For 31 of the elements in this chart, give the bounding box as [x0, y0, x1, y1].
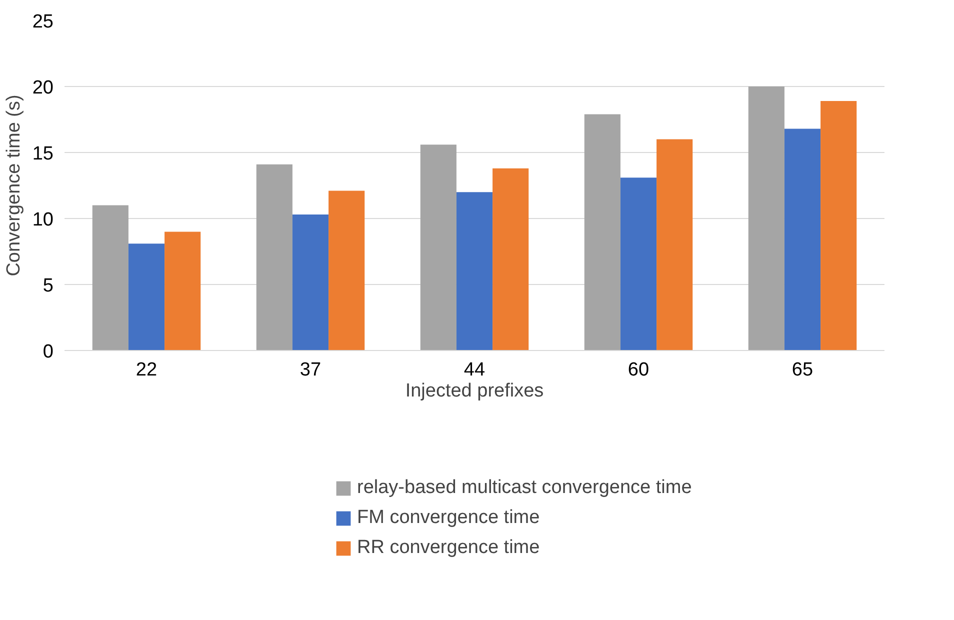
bar: [292, 214, 329, 350]
bar: [128, 244, 165, 350]
bar: [620, 178, 657, 350]
x-axis-title: Injected prefixes: [405, 380, 544, 402]
bar: [784, 128, 821, 350]
bar: [492, 168, 529, 350]
y-tick-label: 20: [32, 78, 54, 98]
bar: [584, 114, 620, 350]
legend-label: RR convergence time: [357, 537, 540, 559]
y-axis-title: Convergence time (s): [3, 94, 24, 276]
y-tick-label: 5: [42, 276, 54, 296]
bar: [656, 139, 693, 350]
y-tick-label: 10: [32, 210, 54, 230]
bar: [456, 192, 493, 350]
legend-label: relay-based multicast convergence time: [357, 477, 692, 499]
x-tick-label: 65: [792, 360, 814, 380]
x-tick-label: 22: [136, 360, 158, 380]
bar: [328, 190, 365, 350]
x-tick-label: 60: [628, 360, 650, 380]
bar: [164, 232, 201, 350]
y-tick-label: 0: [42, 342, 54, 362]
bar: [748, 86, 784, 350]
x-tick-label: 37: [300, 360, 322, 380]
y-tick-label: 15: [32, 144, 54, 164]
bar: [420, 144, 456, 350]
bar: [92, 205, 128, 350]
bar: [256, 164, 292, 350]
x-tick-label: 44: [464, 360, 486, 380]
legend-label: FM convergence time: [357, 507, 540, 529]
y-tick-label: 25: [32, 12, 54, 32]
bar: [820, 101, 857, 350]
